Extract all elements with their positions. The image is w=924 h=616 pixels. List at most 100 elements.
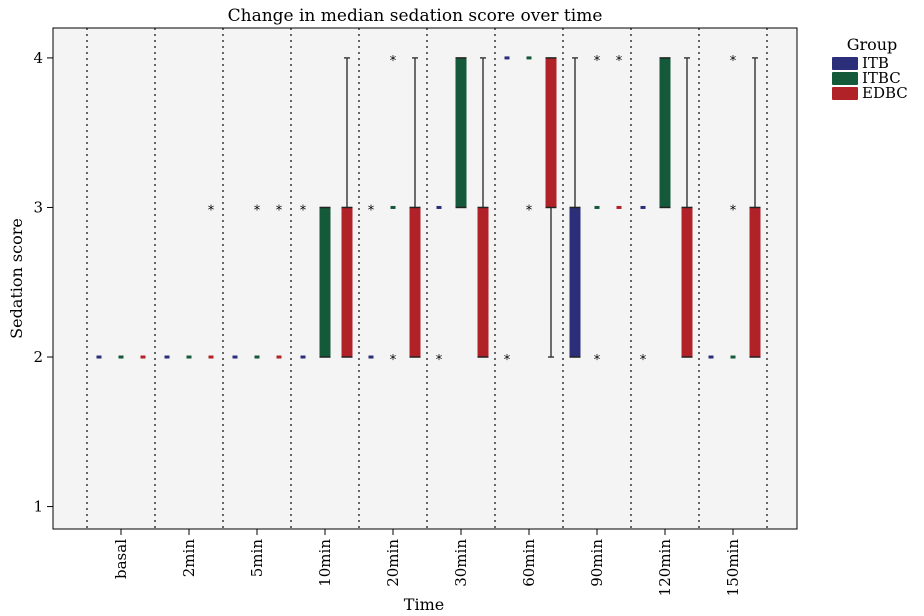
outlier-mark: *: [504, 353, 511, 368]
box-collapsed: [368, 355, 374, 359]
y-tick-label: 2: [33, 348, 43, 366]
legend-swatch-ITBC: [832, 72, 858, 85]
box-ITB-30min: *: [436, 205, 443, 368]
x-tick-label: 2min: [180, 539, 198, 578]
box-EDBC-20min: [409, 57, 421, 358]
outlier-mark: *: [390, 353, 397, 368]
box-EDBC-120min: [681, 57, 693, 358]
box-collapsed: [730, 355, 736, 359]
chart-title: Change in median sedation score over tim…: [228, 6, 603, 26]
box-body: [455, 57, 467, 208]
outlier-mark: *: [526, 203, 533, 218]
x-tick-label: 60min: [520, 539, 538, 587]
box-ITBC-30min: [455, 57, 467, 209]
box-collapsed: [118, 355, 124, 359]
box-EDBC-10min: [341, 57, 353, 358]
box-body: [341, 207, 353, 358]
box-collapsed: [186, 355, 192, 359]
box-ITB-10min: *: [300, 203, 307, 359]
y-tick-label: 1: [33, 498, 43, 516]
box-collapsed: [640, 205, 646, 209]
legend-label-ITB: ITB: [862, 54, 889, 72]
outlier-mark: *: [616, 54, 623, 69]
box-ITB-2min: [164, 355, 170, 359]
box-body: [659, 57, 671, 208]
outlier-mark: *: [368, 203, 375, 218]
y-tick-label: 4: [33, 49, 43, 67]
box-EDBC-basal: [140, 355, 146, 359]
x-tick-label: 20min: [384, 539, 402, 587]
legend-label-ITBC: ITBC: [862, 69, 901, 87]
box-ITB-120min: *: [640, 205, 647, 368]
box-ITBC-basal: [118, 355, 124, 359]
box-collapsed: [164, 355, 170, 359]
outlier-mark: *: [594, 353, 601, 368]
x-tick-label: 10min: [316, 539, 334, 587]
box-collapsed: [232, 355, 238, 359]
box-body: [569, 207, 581, 358]
x-tick-label: 30min: [452, 539, 470, 587]
box-ITBC-60min: *: [526, 56, 533, 218]
box-collapsed: [616, 205, 622, 209]
box-collapsed: [300, 355, 306, 359]
outlier-mark: *: [594, 54, 601, 69]
outlier-mark: *: [208, 203, 215, 218]
y-tick-label: 3: [33, 198, 43, 216]
box-EDBC-5min: *: [276, 203, 283, 359]
box-collapsed: [276, 355, 282, 359]
box-body: [319, 207, 331, 358]
box-ITBC-90min: **: [594, 54, 601, 368]
box-collapsed: [208, 355, 214, 359]
x-tick-label: 90min: [588, 539, 606, 587]
chart-marks: * ** * ********** **: [96, 54, 761, 368]
box-collapsed: [436, 205, 442, 209]
box-ITB-5min: [232, 355, 238, 359]
box-body: [749, 207, 761, 358]
box-collapsed: [594, 205, 600, 209]
box-EDBC-150min: [749, 57, 761, 358]
outlier-mark: *: [276, 203, 283, 218]
box-ITBC-2min: [186, 355, 192, 359]
box-ITBC-5min: *: [254, 203, 261, 359]
outlier-mark: *: [254, 203, 261, 218]
plot-area: [53, 28, 797, 529]
box-collapsed: [140, 355, 146, 359]
box-EDBC-90min: *: [616, 54, 623, 209]
x-tick-label: 120min: [656, 539, 674, 597]
x-tick-label: 5min: [248, 539, 266, 578]
plot-frame: [52, 27, 798, 530]
box-ITBC-20min: **: [390, 54, 397, 368]
legend-swatch-ITB: [832, 57, 858, 70]
box-EDBC-2min: *: [208, 203, 215, 359]
box-ITB-150min: [708, 355, 714, 359]
box-ITB-basal: [96, 355, 102, 359]
outlier-mark: *: [730, 54, 737, 69]
box-body: [477, 207, 489, 358]
legend-swatch-EDBC: [832, 87, 858, 100]
outlier-mark: *: [390, 54, 397, 69]
outlier-mark: *: [730, 203, 737, 218]
box-EDBC-30min: [477, 57, 489, 358]
box-ITBC-10min: [319, 206, 331, 358]
outlier-mark: *: [436, 353, 443, 368]
x-tick-label: 150min: [724, 539, 742, 597]
x-axis-title: Time: [404, 595, 444, 614]
box-ITB-20min: *: [368, 203, 375, 359]
outlier-mark: *: [640, 353, 647, 368]
legend-label-EDBC: EDBC: [862, 84, 908, 102]
box-collapsed: [526, 56, 532, 60]
box-ITBC-120min: [659, 57, 671, 209]
box-body: [681, 207, 693, 358]
box-collapsed: [254, 355, 260, 359]
legend-title: Group: [847, 35, 898, 54]
y-axis-title: Sedation score: [7, 218, 26, 339]
box-EDBC-60min: [545, 57, 557, 358]
box-body: [545, 57, 557, 208]
box-ITB-90min: [569, 57, 581, 358]
box-collapsed: [390, 205, 396, 209]
box-body: [409, 207, 421, 358]
axes: 1 2 3 4 basal 2min 5min 10min 20min 30min 60min 90m…: [33, 49, 742, 596]
box-ITBC-150min: **: [730, 54, 737, 359]
